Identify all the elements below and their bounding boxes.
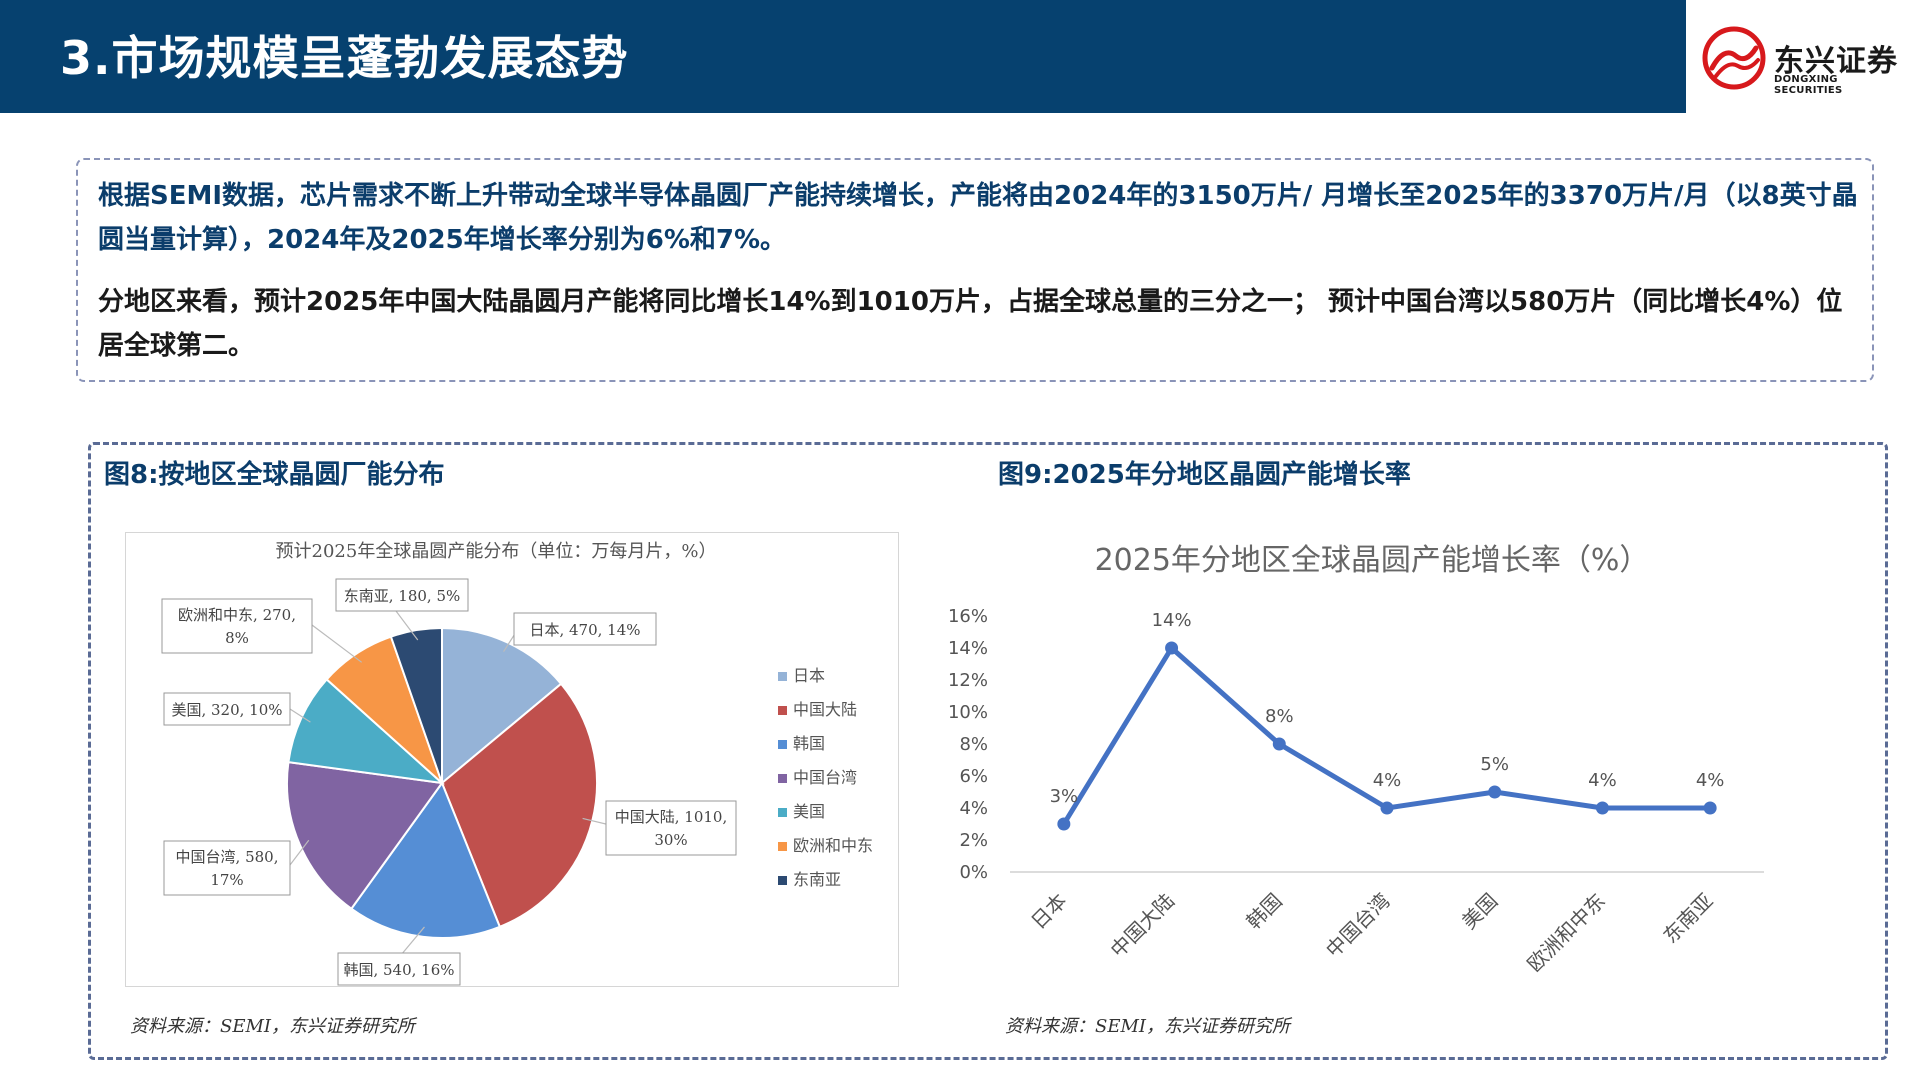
pie-data-label: 日本, 470, 14% bbox=[529, 621, 640, 639]
pie-chart: 预计2025年全球晶圆产能分布（单位：万每月片，%） 日本, 470, 14% 中国… bbox=[161, 541, 873, 986]
x-tick-label: 东南亚 bbox=[1658, 889, 1717, 948]
legend-entry: 美国 bbox=[793, 802, 825, 821]
pie-slice bbox=[441, 626, 563, 786]
data-label: 4% bbox=[1588, 770, 1617, 791]
company-logo: 东兴证券 DONGXING SECURITIES bbox=[1700, 24, 1900, 96]
legend-swatch bbox=[778, 740, 787, 749]
pie-slice bbox=[349, 780, 502, 939]
legend-swatch bbox=[778, 808, 787, 817]
y-tick-label: 8% bbox=[959, 734, 988, 755]
legend-swatch bbox=[778, 876, 787, 885]
pie-data-label: 美国, 320, 10% bbox=[171, 701, 282, 719]
pie-data-label: 中国台湾, 580, 17% bbox=[176, 848, 279, 889]
pie-data-label: 东南亚, 180, 5% bbox=[344, 587, 461, 605]
pie-chart-title: 预计2025年全球晶圆产能分布（单位：万每月片，%） bbox=[276, 541, 717, 562]
pie-leader-line bbox=[311, 624, 363, 663]
legend-swatch bbox=[778, 842, 787, 851]
pie-chart-frame: 预计2025年全球晶圆产能分布（单位：万每月片，%） 日本, 470, 14% 中国… bbox=[125, 532, 899, 987]
pie-slice bbox=[389, 626, 443, 784]
pie-leader-line bbox=[395, 610, 419, 641]
line-point bbox=[1595, 801, 1609, 815]
y-tick-label: 16% bbox=[948, 606, 988, 627]
legend-swatch bbox=[778, 774, 787, 783]
pie-data-label: 中国大陆, 1010, 30% bbox=[615, 808, 727, 849]
legend-entry: 日本 bbox=[793, 666, 825, 685]
line-point bbox=[1057, 817, 1071, 831]
page-title: 3.市场规模呈蓬勃发展态势 bbox=[60, 31, 629, 85]
figure8-source: 资料来源：SEMI，东兴证券研究所 bbox=[130, 1016, 416, 1037]
line-chart-title: 2025年分地区全球晶圆产能增长率（%） bbox=[1095, 543, 1650, 578]
line-point bbox=[1272, 737, 1286, 751]
x-tick-label: 中国大陆 bbox=[1106, 889, 1180, 963]
pie-label-box bbox=[161, 598, 313, 654]
line-series bbox=[1061, 645, 1713, 827]
legend-entry: 欧洲和中东 bbox=[793, 836, 873, 855]
pie-data-label: 欧洲和中东, 270, 8% bbox=[178, 606, 296, 647]
x-tick-label: 韩国 bbox=[1242, 889, 1287, 934]
line-chart: 2025年分地区全球晶圆产能增长率（%） 0% 2% 4% 6% 8% 10% 12% 14% 1… bbox=[948, 543, 1764, 977]
data-label: 8% bbox=[1265, 706, 1294, 727]
line-point bbox=[1488, 785, 1502, 799]
pie-leader-line bbox=[582, 817, 611, 826]
data-label: 3% bbox=[1050, 786, 1079, 807]
summary-paragraph-2: 分地区来看，预计2025年中国大陆晶圆月产能将同比增长14%到1010万片，占据… bbox=[98, 287, 1843, 361]
line-point bbox=[1703, 801, 1717, 815]
header-bar: 3.市场规模呈蓬勃发展态势 bbox=[0, 0, 1686, 113]
pie-label-box bbox=[335, 578, 469, 612]
y-tick-label: 6% bbox=[959, 766, 988, 787]
pie-label-box bbox=[163, 692, 291, 726]
figure9-source: 资料来源：SEMI，东兴证券研究所 bbox=[1005, 1016, 1291, 1037]
legend-swatch bbox=[778, 672, 787, 681]
pie-label-box bbox=[605, 800, 737, 856]
x-tick-label: 美国 bbox=[1457, 889, 1502, 934]
legend-swatch bbox=[778, 706, 787, 715]
summary-box: 根据SEMI数据，芯片需求不断上升带动全球半导体晶圆厂产能持续增长，产能将由20… bbox=[76, 158, 1874, 382]
x-tick-label: 中国台湾 bbox=[1321, 889, 1395, 963]
legend-entry: 中国大陆 bbox=[793, 700, 857, 719]
y-tick-label: 0% bbox=[959, 862, 988, 883]
figure8-title: 图8:按地区全球晶圆厂能分布 bbox=[104, 460, 445, 490]
line-point bbox=[1165, 641, 1179, 655]
pie-slice bbox=[287, 678, 446, 785]
pie-label-box bbox=[337, 952, 461, 986]
line-point bbox=[1380, 801, 1394, 815]
y-tick-label: 2% bbox=[959, 830, 988, 851]
data-label: 5% bbox=[1480, 754, 1509, 775]
pie-leader-line bbox=[400, 926, 425, 956]
x-tick-label: 日本 bbox=[1026, 889, 1071, 934]
legend-entry: 韩国 bbox=[793, 734, 825, 753]
pie-slice bbox=[286, 760, 444, 911]
legend-entry: 中国台湾 bbox=[793, 768, 857, 787]
logo-text-en: DONGXING SECURITIES bbox=[1774, 74, 1843, 96]
pie-leader-line bbox=[289, 708, 311, 723]
logo-text-cn: 东兴证券 bbox=[1774, 44, 1898, 79]
pie-data-label: 韩国, 540, 16% bbox=[343, 961, 454, 979]
dongxing-logo-icon bbox=[1702, 26, 1766, 90]
data-label: 14% bbox=[1152, 610, 1192, 631]
data-label: 4% bbox=[1696, 770, 1725, 791]
summary-paragraph-1: 根据SEMI数据，芯片需求不断上升带动全球半导体晶圆厂产能持续增长，产能将由20… bbox=[98, 181, 1858, 255]
y-tick-label: 10% bbox=[948, 702, 988, 723]
legend-entry: 东南亚 bbox=[793, 870, 841, 889]
pie-label-box bbox=[163, 840, 291, 896]
figures-box bbox=[88, 442, 1888, 1060]
figure9-title: 图9:2025年分地区晶圆产能增长率 bbox=[998, 460, 1411, 490]
y-tick-label: 4% bbox=[959, 798, 988, 819]
y-tick-label: 14% bbox=[948, 638, 988, 659]
pie-label-box bbox=[513, 612, 657, 646]
pie-leader-line bbox=[289, 839, 310, 866]
y-tick-label: 12% bbox=[948, 670, 988, 691]
x-tick-label: 欧洲和中东 bbox=[1522, 889, 1610, 977]
data-label: 4% bbox=[1373, 770, 1402, 791]
